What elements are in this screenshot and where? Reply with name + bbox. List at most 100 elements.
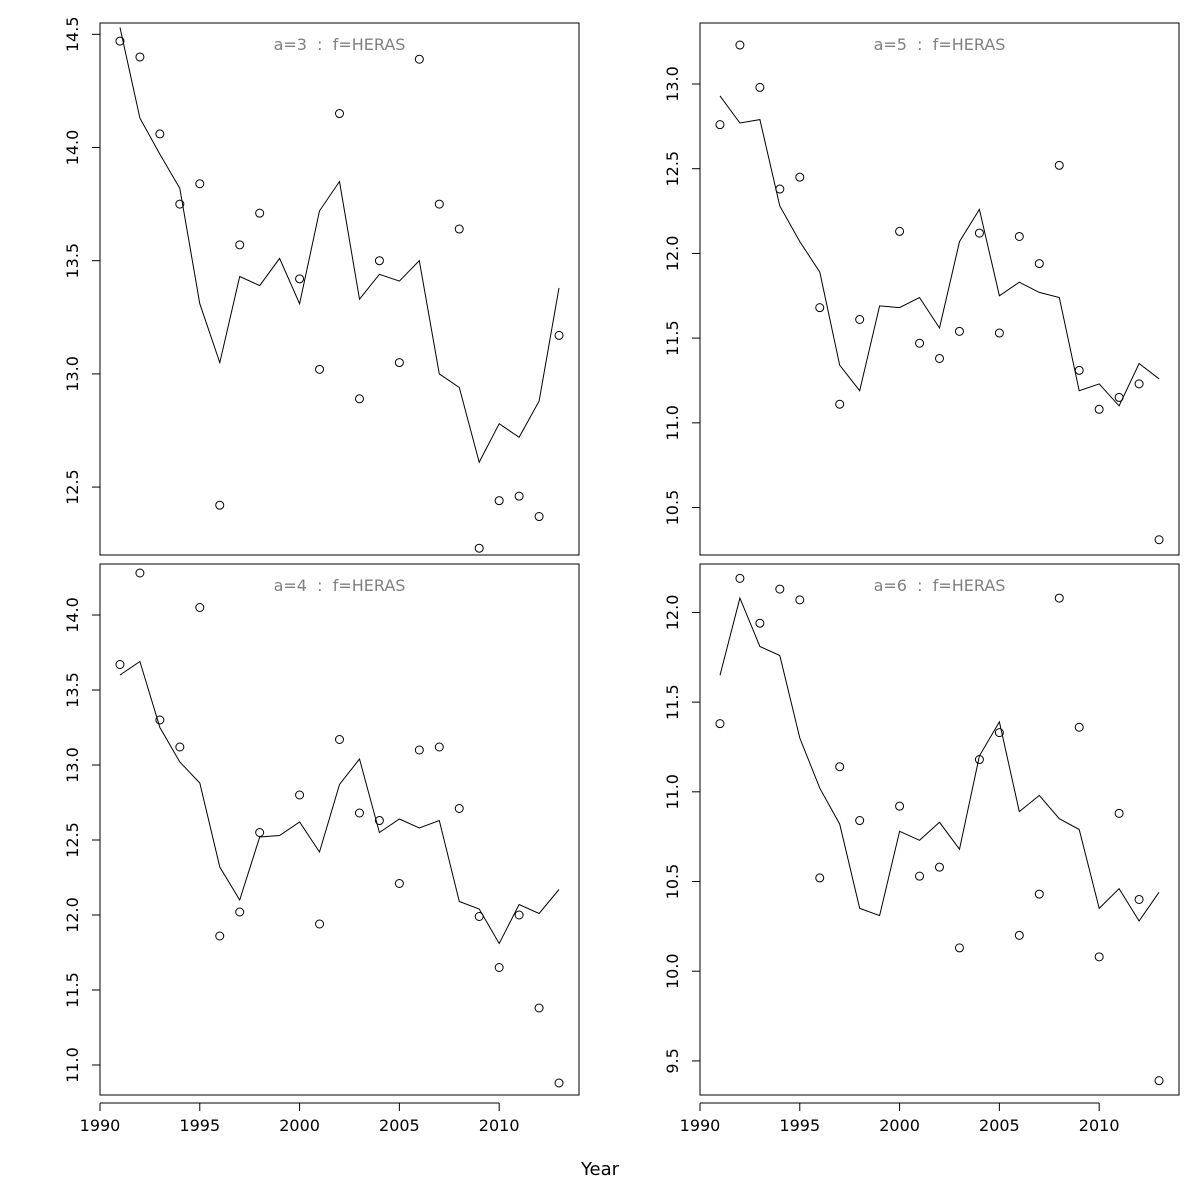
a4-x-tick-label: 2010 [479, 1116, 520, 1135]
a6-plot-frame [699, 563, 1180, 1096]
a3-data-point [514, 491, 524, 501]
a4-data-point [514, 910, 524, 920]
a6-data-point [735, 573, 745, 583]
a3-data-point [434, 199, 444, 209]
a4-data-point [414, 745, 424, 755]
a5-data-point [855, 314, 865, 324]
a5-data-point [1154, 535, 1164, 545]
a6-fitted-line [719, 596, 1160, 922]
a4-data-point [374, 816, 384, 825]
a3-data-point [155, 129, 165, 139]
a3-y-tick-label: 13.0 [63, 356, 82, 392]
a5-panel-title: a=5 : f=HERAS [874, 35, 1006, 54]
a6-x-tick-label: 1990 [680, 1116, 721, 1135]
a6-data-point [935, 862, 944, 872]
a6-data-point [715, 719, 725, 729]
a3-plot-frame [99, 22, 580, 556]
a3-data-point [115, 36, 125, 46]
a4-data-point [255, 828, 265, 837]
a5-data-point [1134, 379, 1144, 389]
a3-data-point [474, 543, 484, 553]
a5-data-point [994, 328, 1004, 338]
a4-data-point [235, 907, 245, 917]
a5-data-point [795, 172, 805, 182]
a6-data-point [895, 801, 905, 811]
a6-data-point [755, 618, 765, 628]
a3-data-point [215, 500, 225, 510]
a6-data-point [1034, 889, 1044, 899]
a4-x-tick-label: 2000 [279, 1116, 320, 1135]
a5-data-point [935, 353, 944, 363]
a4-x-tick-label: 1995 [179, 1116, 220, 1135]
a5-data-point [954, 326, 964, 336]
a4-data-point [115, 660, 125, 669]
a3-data-point [195, 179, 205, 189]
a4-plot-frame [99, 563, 580, 1096]
a6-x-tick-label: 2005 [979, 1116, 1020, 1135]
a4-y-tick-label: 13.0 [63, 747, 82, 783]
a6-data-point [1094, 952, 1104, 962]
a4-data-point [354, 808, 364, 818]
a4-data-point [195, 603, 205, 612]
a5-data-point [835, 399, 845, 409]
a4-data-point [494, 963, 504, 972]
a5-y-tick-label: 10.5 [663, 490, 682, 526]
a3-y-tick-label: 14.5 [63, 17, 82, 53]
a3-data-point [354, 394, 364, 404]
a6-x-tick-label: 1995 [779, 1116, 820, 1135]
panel-a4: a=4 : f=HERAS 11.0 11.5 12.0 12.5 13.0 13.5 14.… [63, 563, 580, 1135]
a6-y-tick-label: 10.0 [663, 953, 682, 989]
a5-data-point [895, 226, 905, 236]
a5-y-tick-label: 12.5 [663, 151, 682, 187]
panel-a6: a=6 : f=HERAS 9.5 10.0 10.5 11.0 11.5 12.0 1990… [663, 563, 1180, 1135]
a3-data-point [454, 224, 464, 234]
a4-data-point [175, 742, 185, 752]
a3-data-point [175, 199, 185, 209]
a5-data-point [715, 120, 725, 130]
a3-panel-title: a=3 : f=HERAS [274, 35, 406, 54]
a6-y-tick-label: 9.5 [663, 1048, 682, 1073]
a4-panel-title: a=4 : f=HERAS [274, 576, 406, 595]
a5-y-tick-label: 12.0 [663, 236, 682, 272]
a5-data-point [974, 228, 984, 238]
a5-data-point [915, 338, 925, 348]
a6-y-tick-label: 11.0 [663, 774, 682, 810]
a4-data-point [554, 1078, 564, 1088]
a3-y-tick-label: 13.5 [63, 243, 82, 279]
a6-y-tick-label: 10.5 [663, 864, 682, 900]
a5-fitted-line [719, 95, 1160, 407]
a4-data-point [155, 715, 165, 725]
a5-y-tick-label: 11.5 [663, 320, 682, 356]
a3-data-point [255, 208, 265, 218]
a4-x-tick-label: 1990 [80, 1116, 121, 1135]
x-axis-label: Year [580, 1159, 620, 1180]
a3-data-point [394, 358, 404, 368]
a4-data-point [315, 919, 325, 929]
a4-data-point [534, 1003, 544, 1013]
a6-data-point [1074, 722, 1084, 732]
a5-data-point [1014, 231, 1024, 241]
a3-data-point [335, 109, 344, 119]
a6-data-point [954, 943, 964, 953]
a3-data-point [494, 496, 504, 506]
a4-y-tick-label: 12.0 [63, 897, 82, 933]
a6-data-point [915, 871, 925, 881]
a6-data-point [835, 762, 845, 772]
a6-data-point [855, 816, 865, 826]
a6-data-point [1054, 593, 1064, 603]
a5-data-point [1074, 365, 1084, 375]
a4-data-point [295, 790, 305, 800]
a6-x-tick-label: 2000 [879, 1116, 920, 1135]
a4-data-point [135, 568, 145, 578]
a6-data-point [815, 873, 825, 883]
a4-y-tick-label: 12.5 [63, 822, 82, 858]
a3-fitted-line [119, 27, 560, 464]
a4-data-point [454, 804, 464, 813]
panel-a5: a=5 : f=HERAS 10.5 11.0 11.5 12.0 12.5 13.0 [663, 22, 1180, 556]
a3-data-point [235, 240, 245, 250]
a3-data-point [374, 256, 384, 266]
a4-y-tick-label: 11.0 [63, 1047, 82, 1083]
a4-data-point [335, 735, 344, 744]
a3-data-point [554, 330, 564, 340]
a4-data-point [215, 931, 225, 941]
